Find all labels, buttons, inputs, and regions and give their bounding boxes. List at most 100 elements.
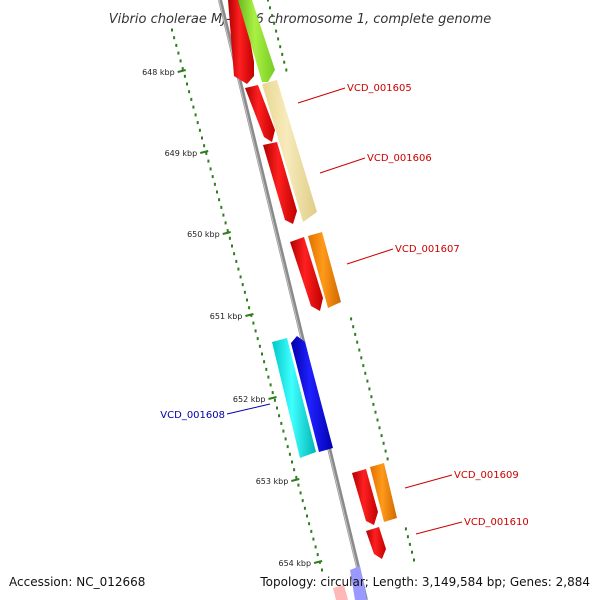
scale-tick-dot [297, 483, 300, 487]
outer-tick-dot [413, 558, 415, 562]
scale-tick-dot [291, 460, 293, 464]
kbp-label: 649 kbp [165, 149, 198, 158]
label-leader-line [404, 474, 453, 489]
scale-tick-dot [286, 445, 289, 449]
scale-tick-dot [192, 105, 195, 109]
scale-tick-dot [278, 414, 281, 418]
gene-feature-tan[interactable] [262, 80, 317, 222]
scale-tick-dot [306, 514, 308, 518]
major-tick [222, 231, 231, 235]
gene-label[interactable]: VCD_001605 [347, 83, 412, 94]
scale-tick-dot [267, 375, 270, 379]
scale-tick-dot [282, 429, 285, 433]
kbp-label: 651 kbp [210, 312, 243, 321]
scale-tick-dot [308, 522, 311, 526]
scale-tick-dot [269, 383, 272, 387]
outer-tick-dot [269, 6, 271, 10]
scale-tick-dot [252, 321, 255, 325]
gene-feature-lightblue[interactable] [350, 566, 367, 600]
map-title: Vibrio cholerae MJ-1236 chromosome 1, co… [109, 12, 491, 27]
scale-tick-dot [243, 290, 246, 294]
kbp-label: 652 kbp [233, 395, 266, 404]
kbp-labels: 648 kbp 649 kbp 650 kbp 651 kbp 652 kbp 653 k… [142, 68, 323, 568]
gene-feature-pink[interactable] [333, 585, 348, 600]
scale-tick-dot [224, 221, 227, 225]
scale-tick-dot [271, 391, 274, 395]
outer-tick-dot [378, 426, 381, 430]
major-tick [291, 478, 300, 482]
scale-tick-dot [293, 468, 296, 472]
scale-tick-dot [175, 43, 178, 47]
outer-tick-dot [271, 14, 274, 18]
scale-tick-dot [314, 545, 317, 549]
outer-tick-dot [372, 402, 375, 406]
gene-feature-blue[interactable] [291, 336, 333, 452]
gene-feature-red[interactable] [366, 527, 386, 559]
scale-tick-dot [188, 90, 191, 94]
major-tick [245, 313, 254, 317]
outer-tick-dot [406, 535, 409, 539]
scale-tick-dot [207, 159, 210, 163]
outer-tick-dot [368, 387, 371, 391]
major-tick [268, 396, 277, 400]
outer-tick-dot [281, 52, 284, 56]
outer-tick-dot [352, 325, 355, 329]
scale-tick-dot [177, 51, 180, 55]
kbp-label: 650 kbp [187, 230, 220, 239]
scale-tick-dot [218, 198, 221, 202]
scale-tick-dot [179, 59, 182, 63]
scale-tick-dot [310, 529, 313, 533]
scale-tick-dot [276, 406, 278, 410]
scale-tick-dot [196, 121, 199, 125]
outer-tick-dot [350, 317, 353, 321]
outer-tick-dot [277, 37, 280, 41]
gene-label[interactable]: VCD_001609 [454, 470, 519, 481]
gene-feature-red[interactable] [228, 0, 254, 84]
scale-tick-dot [261, 352, 263, 356]
scale-tick-dot [209, 167, 212, 171]
genome-summary: Topology: circular; Length: 3,149,584 bp… [259, 575, 590, 589]
outer-tick-dot [360, 356, 363, 360]
outer-tick-dot [275, 29, 278, 33]
scale-tick-dot [211, 175, 214, 179]
scale-tick-dot [186, 82, 188, 86]
gene-feature-red[interactable] [290, 237, 323, 311]
gene-feature-red[interactable] [245, 85, 275, 142]
gene-features [228, 0, 397, 600]
outer-tick-dot [384, 449, 387, 453]
major-tick [177, 69, 186, 73]
outer-tick-dot [380, 434, 383, 438]
scale-tick-dot [288, 452, 291, 456]
outer-tick-track [267, 0, 415, 562]
gene-label[interactable]: VCD_001610 [464, 517, 529, 528]
scale-tick-dot [198, 128, 201, 132]
scale-tick-dot [171, 28, 173, 32]
label-leader-line [346, 248, 394, 265]
gene-label[interactable]: VCD_001608 [160, 410, 225, 421]
gene-feature-cyan[interactable] [272, 338, 316, 458]
gene-feature-orange[interactable] [370, 463, 397, 522]
gene-feature-red[interactable] [352, 469, 378, 525]
gene-feature-red[interactable] [263, 142, 297, 224]
gene-label[interactable]: VCD_001607 [395, 244, 460, 255]
outer-tick-dot [362, 364, 365, 368]
scale-tick-dot [241, 283, 244, 287]
kbp-label: 654 kbp [278, 559, 311, 568]
outer-tick-dot [354, 332, 357, 336]
outer-tick-dot [283, 60, 286, 64]
outer-tick-dot [374, 410, 377, 414]
outer-tick-dot [358, 348, 361, 352]
outer-tick-dot [285, 68, 288, 72]
gene-feature-orange[interactable] [308, 232, 341, 308]
scale-tick-dot [213, 182, 216, 186]
scale-tick-dot [248, 306, 251, 310]
gene-label-group: VCD_001605 VCD_001606 VCD_001607 VCD_001… [160, 83, 529, 535]
chromosome-backbone-highlight [218, 0, 366, 600]
outer-tick-dot [408, 542, 411, 546]
scale-tick-dot [228, 236, 231, 240]
scale-tick-dot [203, 144, 206, 148]
gene-label[interactable]: VCD_001606 [367, 153, 432, 164]
scale-tick-dot [235, 259, 238, 263]
gene-feature-green[interactable] [238, 0, 275, 82]
scale-tick-dot [190, 97, 193, 101]
